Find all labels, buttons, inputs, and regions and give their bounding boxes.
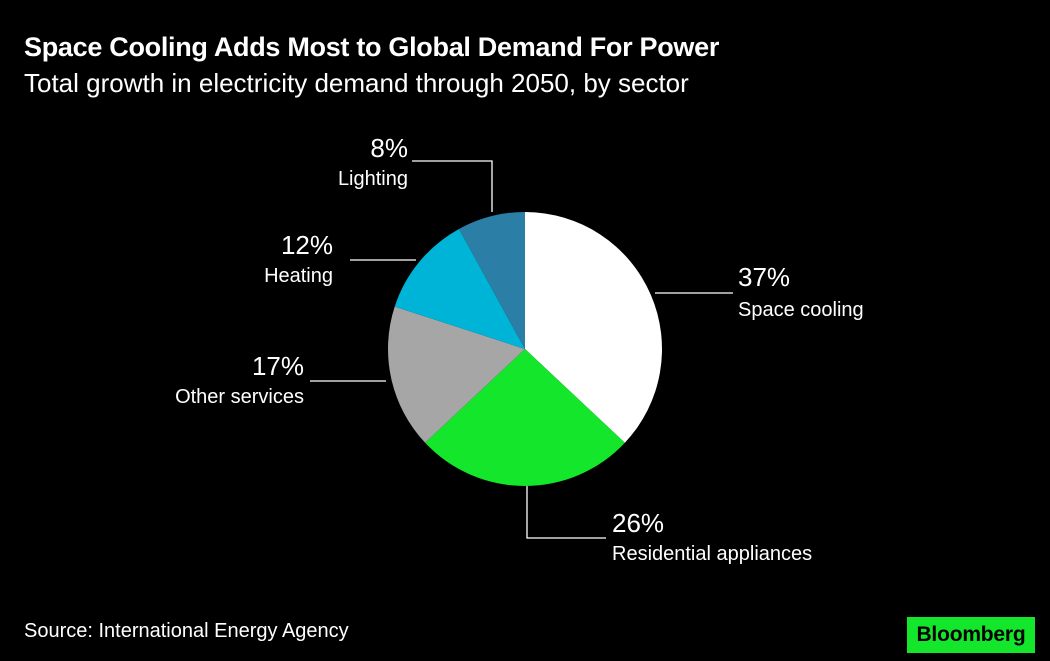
pie-slice-heating: [394, 228, 525, 349]
data-label-other-services: 17%: [252, 351, 304, 381]
data-label-lighting: 8%: [370, 133, 408, 163]
leader-line-residential-appliances: [526, 486, 606, 539]
leader-line-lighting: [412, 160, 493, 212]
brand-logo: Bloomberg: [907, 617, 1035, 653]
source-note: Source: International Energy Agency: [24, 620, 349, 642]
category-label-other-services: Other services: [175, 386, 304, 408]
category-label-space-cooling: Space cooling: [738, 299, 864, 321]
pie-slice-lighting: [458, 212, 525, 349]
category-label-lighting: Lighting: [338, 168, 408, 190]
pie-slice-space-cooling: [525, 212, 663, 443]
pie-slice-residential-appliances: [425, 349, 625, 487]
category-label-heating: Heating: [264, 265, 333, 287]
data-label-residential-appliances: 26%: [612, 508, 664, 538]
data-label-heating: 12%: [281, 230, 333, 260]
chart-subtitle: Total growth in electricity demand throu…: [24, 68, 689, 98]
chart-title: Space Cooling Adds Most to Global Demand…: [24, 32, 720, 62]
category-label-residential-appliances: Residential appliances: [612, 543, 812, 565]
data-label-space-cooling: 37%: [738, 262, 790, 292]
pie-slice-other-services: [387, 306, 525, 443]
